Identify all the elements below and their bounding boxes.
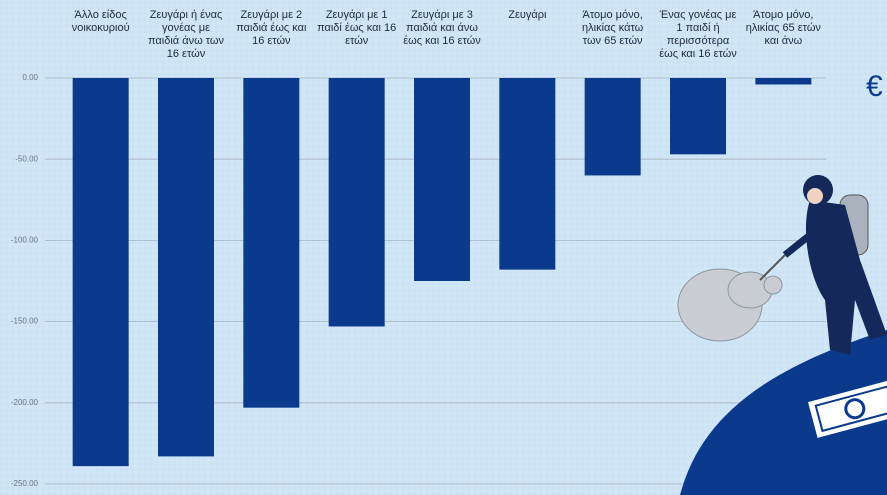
x-tick-label: Ένας γονέας με 1 παιδί ή περισσότερα έως… [659, 9, 737, 60]
y-tick-label: 0.00 [22, 73, 38, 82]
bar [499, 78, 556, 270]
y-tick-label: -50.00 [15, 154, 38, 163]
bar [414, 78, 470, 281]
bar [72, 78, 129, 467]
x-tick-label: Ζευγάρι με 2 παιδιά έως και 16 ετών [236, 9, 307, 47]
bar [670, 78, 726, 155]
y-tick-label: -100.00 [11, 236, 39, 245]
y-tick-label: -250.00 [11, 479, 39, 488]
x-tick-label: Ζευγάρι με 3 παιδιά και άνω έως και 16 ε… [403, 9, 481, 47]
symbol: € [866, 70, 883, 103]
x-tick-label: Ζευγάρι ή ένας γονέας με παιδιά άνω των … [147, 9, 224, 60]
bar [243, 78, 300, 408]
x-tick-label: Ζευγάρι [508, 9, 547, 21]
illustration [677, 175, 887, 495]
bar [328, 78, 385, 327]
y-tick-label: -150.00 [11, 317, 39, 326]
x-tick-label: Άλλο είδος νοικοκυριού [71, 9, 130, 34]
x-tick-label: Ζευγάρι με 1 παιδί έως και 16 ετών [317, 9, 397, 47]
bar [755, 78, 812, 85]
bar [158, 78, 214, 457]
x-tick-label: Άτομο μόνο, ηλικίας κάτω των 65 ετών [582, 9, 644, 47]
bar [584, 78, 641, 176]
x-tick-label: Άτομο μόνο, ηλικίας 65 ετών και άνω [745, 9, 821, 47]
y-tick-label: -200.00 [11, 398, 39, 407]
